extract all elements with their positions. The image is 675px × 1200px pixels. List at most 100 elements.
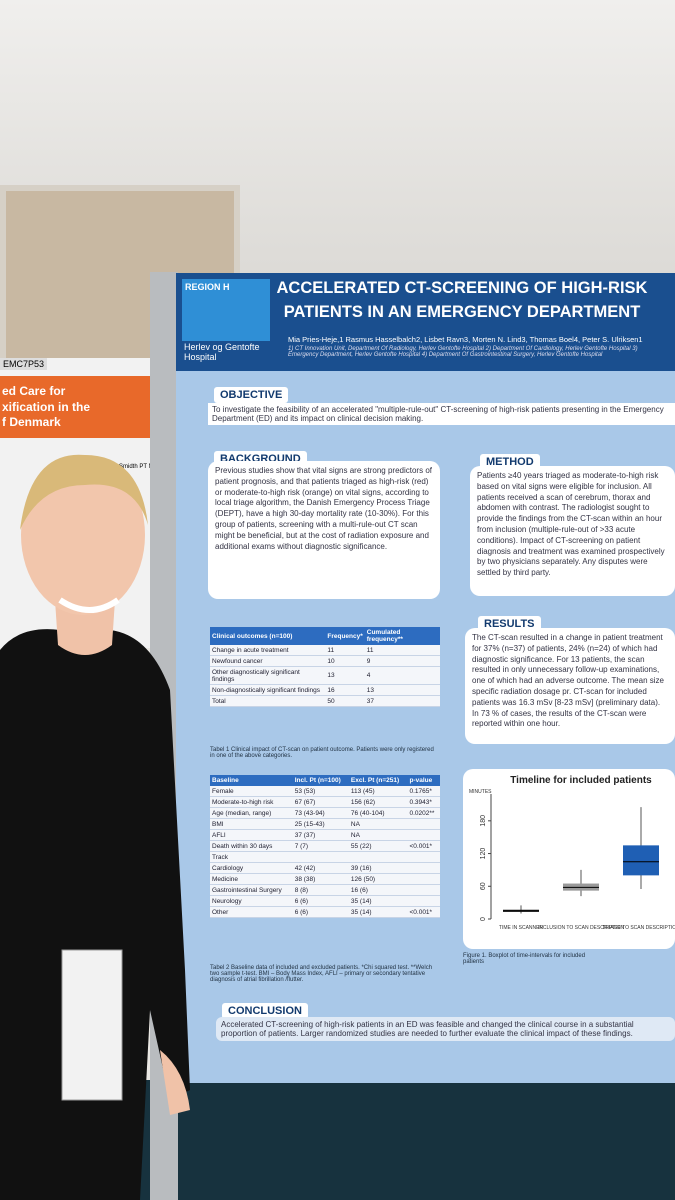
badge (61, 949, 123, 1101)
cell: NA (348, 818, 440, 830)
cell: Non-diagnostically significant findings (210, 684, 326, 696)
hair (20, 454, 148, 530)
y-tick-label: 180 (480, 815, 487, 827)
cell: AFLI (210, 829, 293, 841)
cell: 42 (42) (292, 862, 349, 874)
row: Death within 30 days 7 (7) 55 (22) <0.001* (210, 840, 440, 852)
cell: 0.0202** (407, 807, 440, 819)
row: Other 6 (6) 35 (14) <0.001* (210, 906, 440, 918)
row: Moderate-to-high risk 67 (67) 156 (62) 0.39… (210, 796, 440, 808)
cell: Medicine (210, 873, 293, 885)
cell: Moderate-to-high risk (210, 796, 293, 808)
cell: Gastrointestinal Surgery (210, 884, 293, 896)
cell: 50 (325, 695, 365, 707)
x-tick-text: TIME IN SCANNER (499, 925, 544, 931)
cell: 35 (14) (348, 906, 408, 918)
header-cell: p-value (407, 775, 440, 786)
figure-title: Timeline for included patients (510, 775, 652, 786)
cell: 53 (53) (292, 786, 349, 797)
face (21, 455, 145, 615)
cell: 13 (364, 684, 440, 696)
cell: 8 (8) (292, 884, 349, 896)
header-cell: Clinical outcomes (n=100) (210, 627, 326, 645)
method-text: Patients ≥40 years triaged as moderate-t… (470, 466, 675, 596)
logo: REGION H (182, 279, 270, 341)
figure-caption: Figure 1. Boxplot of time-intervals for … (463, 953, 586, 965)
table1: Clinical outcomes (n=100) Frequency* Cumul… (210, 627, 440, 707)
neck (55, 600, 115, 655)
cell: Other diagnostically significant finding… (210, 666, 326, 685)
row: AFLI 37 (37) NA (210, 829, 440, 841)
person (0, 454, 190, 1200)
hand (160, 1050, 190, 1115)
left-title: ed Care for xification in the f Denmark (0, 376, 160, 438)
cell: <0.001* (407, 840, 440, 852)
cell: 76 (40-104) (348, 807, 408, 819)
conclusion-text: Accelerated CT-screening of high-risk pa… (216, 1017, 675, 1041)
x-tick-text: INCLUSION TO SCAN DESCRIPTION (538, 925, 625, 931)
x-tick-label: TIME IN SCANNER (499, 925, 544, 931)
affiliations: 1) CT Innovation Unit, Department Of Rad… (288, 346, 638, 358)
header-cell: Incl. Pt (n=100) (292, 775, 349, 786)
title-line: ed Care for (2, 384, 66, 398)
poster: REGION H Herlev og Gentofte Hospital ACC… (176, 273, 675, 1083)
cell: 37 (364, 695, 440, 707)
cell: Cardiology (210, 862, 293, 874)
x-tick-label: INCLUSION TO SCAN DESCRIPTION (538, 925, 625, 931)
header-row: Clinical outcomes (n=100) Frequency* Cumul… (210, 627, 440, 645)
cell: Age (median, range) (210, 807, 293, 819)
x-tick-text: TRIAGE TO SCAN DESCRIPTION (602, 925, 675, 931)
title-line: f Denmark (2, 415, 61, 430)
box (623, 845, 659, 876)
cell: Death within 30 days (210, 840, 293, 852)
row: Newfound cancer 10 9 (210, 655, 440, 667)
poster-title: ACCELERATED CT-SCREENING OF HIGH-RISK PA… (276, 279, 648, 321)
row: Other diagnostically significant finding… (210, 666, 440, 685)
figure: Timeline for included patients MINUTES 0 60… (463, 769, 675, 949)
background-text: Previous studies show that vital signs a… (208, 461, 440, 599)
cell: 25 (15-43) (292, 818, 349, 830)
cell: 35 (14) (348, 895, 440, 907)
y-tick-label: 120 (480, 848, 487, 860)
y-tick-label: 0 (480, 917, 487, 921)
cell: Female (210, 786, 293, 797)
table1-caption: Tabel 1 Clinical impact of CT-scan on pa… (210, 747, 434, 759)
authors: Mia Pries-Heje,1 Rasmus Hasselbalch2, Li… (288, 335, 643, 344)
smile (58, 597, 120, 613)
header-cell: Excl. Pt (n=251) (348, 775, 408, 786)
cell: Other (210, 906, 293, 918)
cell: BMI (210, 818, 293, 830)
row: Female 53 (53) 113 (45) 0.1765* (210, 786, 440, 797)
cell: Neurology (210, 895, 293, 907)
cell: 10 (325, 655, 365, 667)
cell: 156 (62) (348, 796, 408, 808)
header-cell: Cumulated frequency** (364, 627, 440, 645)
results-text: The CT-scan resulted in a change in pati… (465, 628, 675, 744)
cell: 67 (67) (292, 796, 349, 808)
poster-code: EMC7P53 (0, 358, 48, 370)
cell: 126 (50) (348, 873, 440, 885)
row: Neurology 6 (6) 35 (14) (210, 895, 440, 907)
y-axis-label: MINUTES (469, 789, 492, 795)
clothes (0, 629, 190, 1200)
row: Change in acute treatment 11 11 (210, 645, 440, 656)
row: Cardiology 42 (42) 39 (16) (210, 862, 440, 874)
section-heading: CONCLUSION (222, 1003, 308, 1019)
title-line: xification in the (2, 399, 91, 414)
row: BMI 25 (15-43) NA (210, 818, 440, 830)
header-cell: Frequency* (325, 627, 365, 645)
row: Track (210, 851, 440, 863)
row: Medicine 38 (38) 126 (50) (210, 873, 440, 885)
cell: 38 (38) (292, 873, 349, 885)
cell: 0.3943* (407, 796, 440, 808)
row: Age (median, range) 73 (43-94) 76 (40-104)… (210, 807, 440, 819)
cell: 13 (325, 666, 365, 685)
cell: 0.1765* (407, 786, 440, 797)
table2-caption: Tabel 2 Baseline data of included and ex… (210, 965, 433, 983)
cell: 6 (6) (292, 906, 349, 918)
header-cell: Baseline (210, 775, 293, 786)
cell: <0.001* (407, 906, 440, 918)
cell: Total (210, 695, 326, 707)
cell: 9 (364, 655, 440, 667)
